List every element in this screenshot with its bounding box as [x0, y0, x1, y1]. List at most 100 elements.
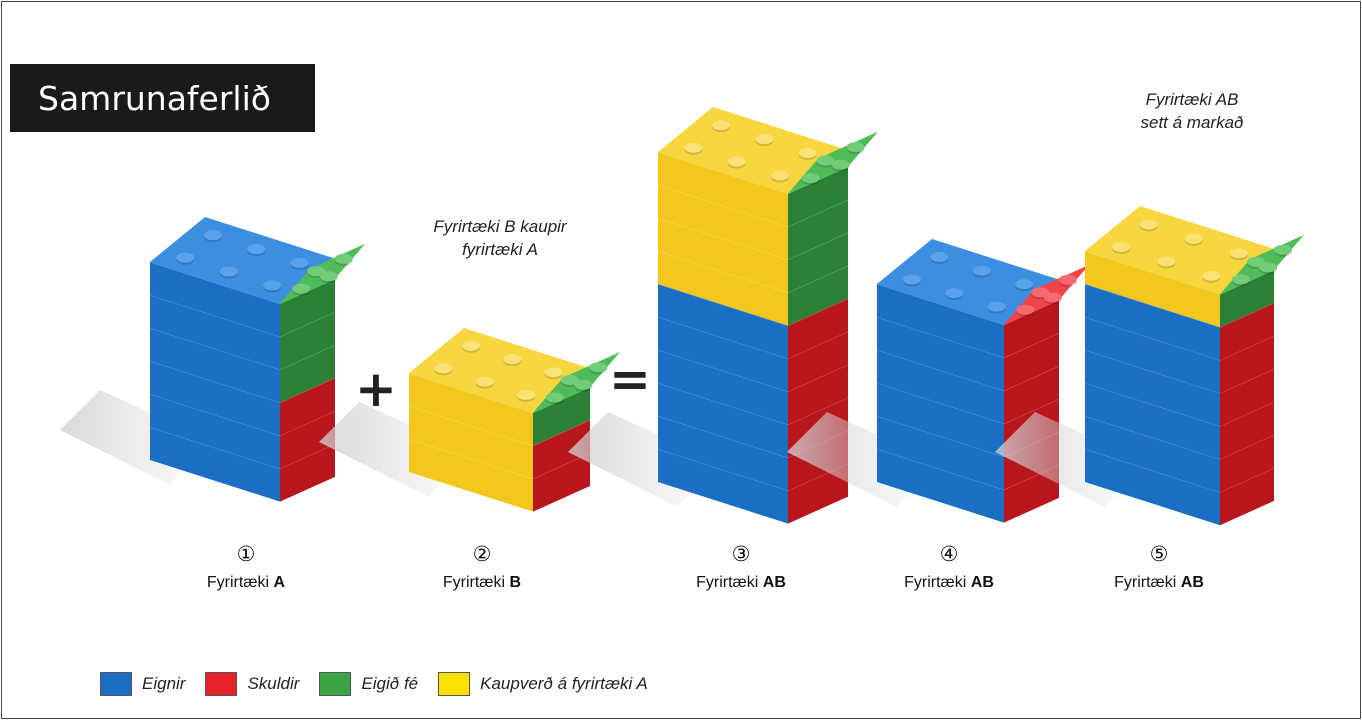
brick [409, 373, 533, 446]
brick-stack-5 [995, 206, 1304, 526]
step-number-5: ⑤ [1149, 542, 1169, 566]
brick-stud [334, 253, 353, 264]
brick-stud [574, 379, 593, 390]
brick-stud [1229, 248, 1248, 259]
brick [1085, 416, 1220, 493]
brick-stud [945, 288, 964, 299]
brick-stud [1031, 287, 1050, 298]
step-label-3: Fyrirtæki [696, 574, 759, 591]
brick [877, 416, 1004, 490]
brick [1220, 269, 1274, 328]
brick-stack-3 [568, 107, 878, 524]
brick-stud [545, 392, 564, 403]
brick [877, 383, 1004, 457]
brick-stud [461, 340, 480, 351]
step-caption-2: ② Fyrirtæki B [407, 542, 557, 592]
brick [1004, 299, 1059, 358]
square-swatch-icon [205, 672, 238, 696]
brick-stud [727, 156, 746, 167]
step-company-2: B [509, 574, 522, 591]
brick [877, 284, 1004, 358]
brick-stud [589, 362, 608, 373]
brick [788, 166, 848, 227]
brick-stud [1202, 270, 1221, 281]
step-label-1: Fyrirtæki [206, 574, 270, 591]
brick-stud [544, 367, 563, 378]
legend: Eignir Skuldir Eigið fé Kaupverð á fyrir… [100, 672, 668, 696]
brick-stud [560, 375, 579, 386]
brick [1220, 335, 1274, 394]
brick [280, 344, 335, 403]
brick-stud [319, 271, 338, 282]
brick-stack-2 [319, 328, 620, 512]
brick-stack-4 [787, 239, 1089, 523]
brick [1085, 383, 1220, 460]
step-number-3: ③ [731, 542, 751, 566]
brick [280, 443, 335, 502]
brick-stud [987, 301, 1006, 312]
brick-stud [292, 283, 311, 294]
brick-stud [1015, 279, 1034, 290]
brick [1220, 302, 1274, 361]
legend-label: Eignir [142, 674, 186, 693]
brick-stud [434, 363, 453, 374]
brick [280, 410, 335, 469]
legend-item-eignir: Eignir [100, 672, 185, 696]
legend-item-skuldir: Skuldir [205, 672, 299, 696]
brick [658, 284, 788, 359]
step-caption-4: ④ Fyrirtæki AB [874, 542, 1024, 592]
brick [1004, 464, 1059, 523]
brick [658, 350, 788, 425]
annotation-step2-line2: fyrirtæki A [462, 240, 538, 259]
brick [788, 199, 848, 260]
annotation-step5-line1: Fyrirtæki AB [1145, 90, 1239, 109]
brick [150, 295, 280, 370]
step-number-4: ④ [939, 542, 959, 566]
brick-stud [1184, 233, 1203, 244]
step-caption-1: ① Fyrirtæki A [171, 542, 321, 592]
brick-stud [1058, 274, 1077, 285]
brick-stud [801, 173, 820, 184]
annotation-step5: Fyrirtæki AB sett á markað [1107, 88, 1277, 134]
brick-stud [755, 134, 774, 145]
brick [1085, 284, 1220, 361]
brick [150, 394, 280, 469]
square-swatch-icon [100, 672, 132, 696]
brick [150, 262, 280, 337]
brick [877, 317, 1004, 391]
step-label-5: Fyrirtæki [1114, 574, 1177, 591]
brick [1085, 449, 1220, 526]
square-swatch-icon [438, 672, 471, 696]
step-caption-5: ⑤ Fyrirtæki AB [1084, 542, 1234, 592]
brick [1220, 368, 1274, 427]
brick-stud [176, 252, 195, 263]
brick-stud [972, 265, 991, 276]
brick-stud [203, 230, 222, 241]
brick-stud [219, 266, 238, 277]
brick-stud [1274, 244, 1292, 255]
step-company-1: A [273, 574, 286, 591]
legend-item-eigid-fe: Eigið fé [319, 672, 418, 696]
brick [877, 350, 1004, 424]
brick [658, 152, 788, 227]
equals-operator: = [609, 350, 651, 408]
step-company-5: AB [1180, 574, 1204, 591]
brick [533, 420, 590, 479]
brick [788, 298, 848, 359]
brick [1220, 401, 1274, 460]
brick-stud [831, 159, 850, 170]
brick-stud [798, 147, 817, 158]
brick-stud [846, 142, 865, 153]
brick-stud [771, 170, 790, 181]
figure-title: Samrunaferlið [10, 64, 315, 132]
brick [1220, 467, 1274, 526]
step-label-2: Fyrirtæki [442, 574, 506, 591]
step-company-3: AB [762, 574, 786, 591]
brick-top-face [1085, 206, 1275, 295]
brick-top-face [409, 328, 588, 413]
brick-stud [1247, 256, 1265, 267]
brick-stud [263, 280, 282, 291]
brick [658, 185, 788, 260]
